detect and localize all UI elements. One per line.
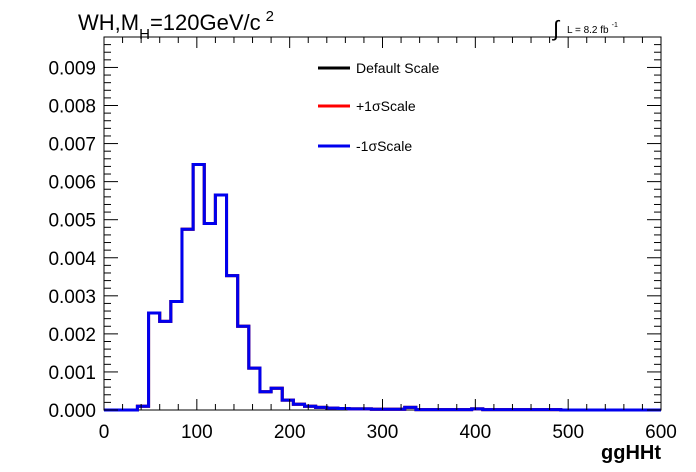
x-tick-label: 500 <box>552 422 584 443</box>
y-tick-label: 0.002 <box>48 325 96 346</box>
y-tick-label: 0.008 <box>48 97 96 118</box>
legend-label-default-scale: Default Scale <box>356 60 439 76</box>
y-tick-label: 0.007 <box>48 135 96 156</box>
x-tick-label: 600 <box>645 422 677 443</box>
lumi-superscript: -1 <box>612 22 618 29</box>
lumi-text: L = 8.2 fb -1 <box>567 22 618 36</box>
chart-title-subscript: H <box>139 26 150 43</box>
lumi-value: L = 8.2 fb <box>567 25 609 36</box>
chart-title-main: WH,M <box>78 10 139 35</box>
y-tick-label: 0.005 <box>48 211 96 232</box>
chart-title-rest: =120GeV/c <box>150 10 261 35</box>
x-tick-label: 300 <box>367 422 399 443</box>
legend: Default Scale +1σScale -1σScale <box>318 60 439 154</box>
y-tick-label: 0.000 <box>48 401 96 422</box>
y-tick-label: 0.006 <box>48 173 96 194</box>
y-tick-label: 0.004 <box>48 249 96 270</box>
y-tick-label: 0.009 <box>48 58 96 79</box>
legend-label-plus-sigma: +1σScale <box>356 98 416 114</box>
x-tick-label: 200 <box>274 422 306 443</box>
x-axis-label: ggHHt <box>601 442 661 464</box>
x-tick-label: 100 <box>181 422 213 443</box>
chart-title-superscript: 2 <box>266 8 274 25</box>
x-tick-label: 0 <box>99 422 110 443</box>
chart-title: WH,MH=120GeV/c 2 <box>78 8 274 43</box>
axes-layer: 0.000 0.001 0.002 0.003 0.004 0.005 0.006 0.007… <box>48 36 677 443</box>
y-tick-label: 0.001 <box>48 363 96 384</box>
legend-label-minus-sigma: -1σScale <box>356 138 412 154</box>
lumi-integral-sign: ∫ <box>551 16 561 41</box>
y-tick-label: 0.003 <box>48 287 96 308</box>
x-tick-label: 400 <box>459 422 491 443</box>
luminosity-label: ∫ L = 8.2 fb -1 <box>551 16 618 41</box>
